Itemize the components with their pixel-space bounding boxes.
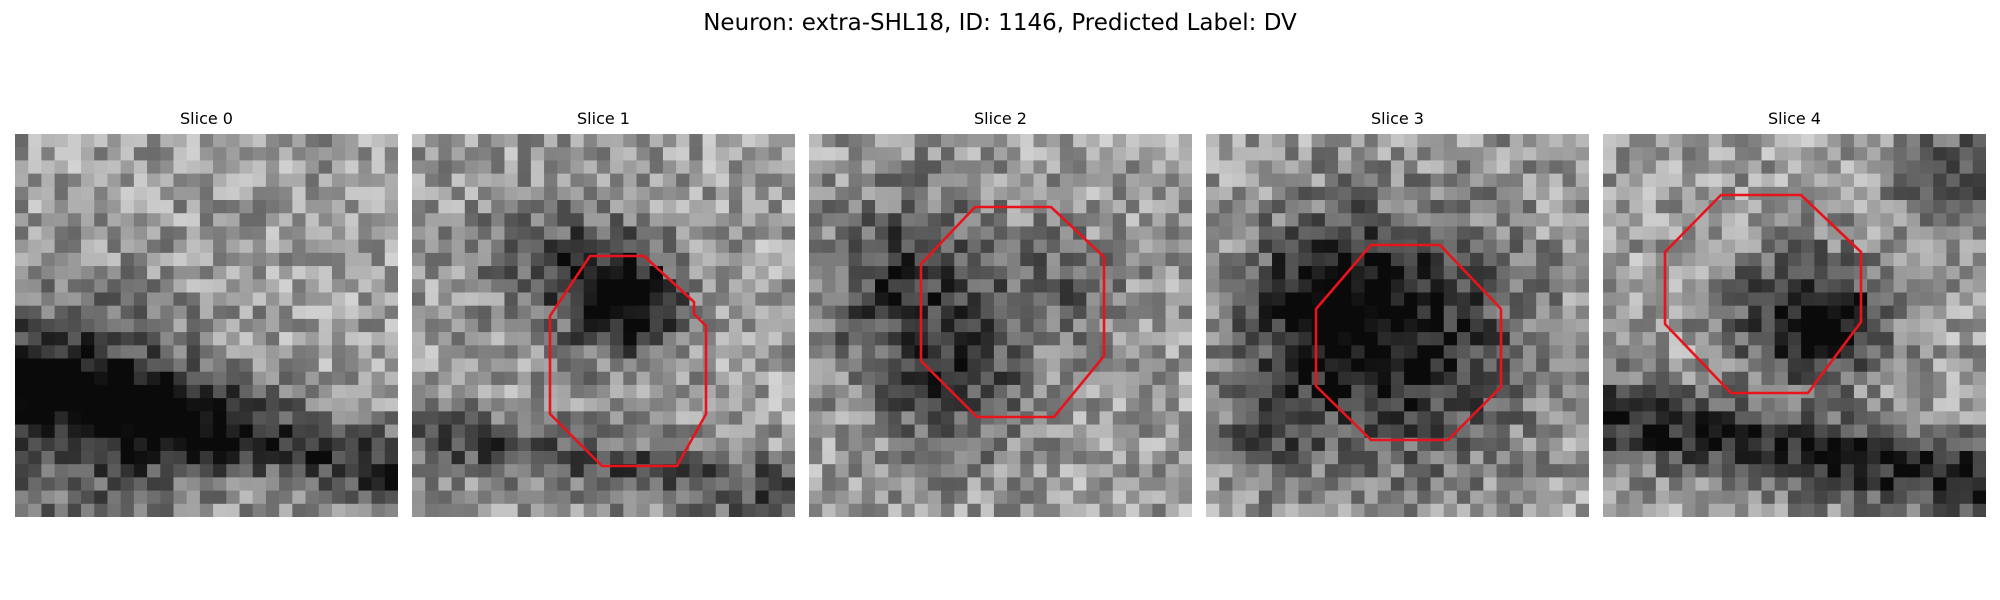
slice-title-2: Slice 2 [974,109,1027,128]
roi-outline [919,205,1106,419]
pixel-texture [1206,134,1589,517]
slice-title-3: Slice 3 [1371,109,1424,128]
pixel-texture [809,134,1192,517]
pixel-texture [15,134,398,517]
pixel-texture [1603,134,1986,517]
slice-image-4 [1603,134,1986,517]
pixel-texture [412,134,795,517]
roi-outline [1314,243,1503,442]
figure-title: Neuron: extra-SHL18, ID: 1146, Predicted… [703,10,1297,36]
slice-title-1: Slice 1 [577,109,630,128]
slice-image-0 [15,134,398,517]
slice-image-1 [412,134,795,517]
slice-image-3 [1206,134,1589,517]
roi-outline [1663,193,1863,395]
slice-image-2 [809,134,1192,517]
slice-title-4: Slice 4 [1768,109,1821,128]
roi-outline [548,254,708,468]
slice-title-0: Slice 0 [180,109,233,128]
